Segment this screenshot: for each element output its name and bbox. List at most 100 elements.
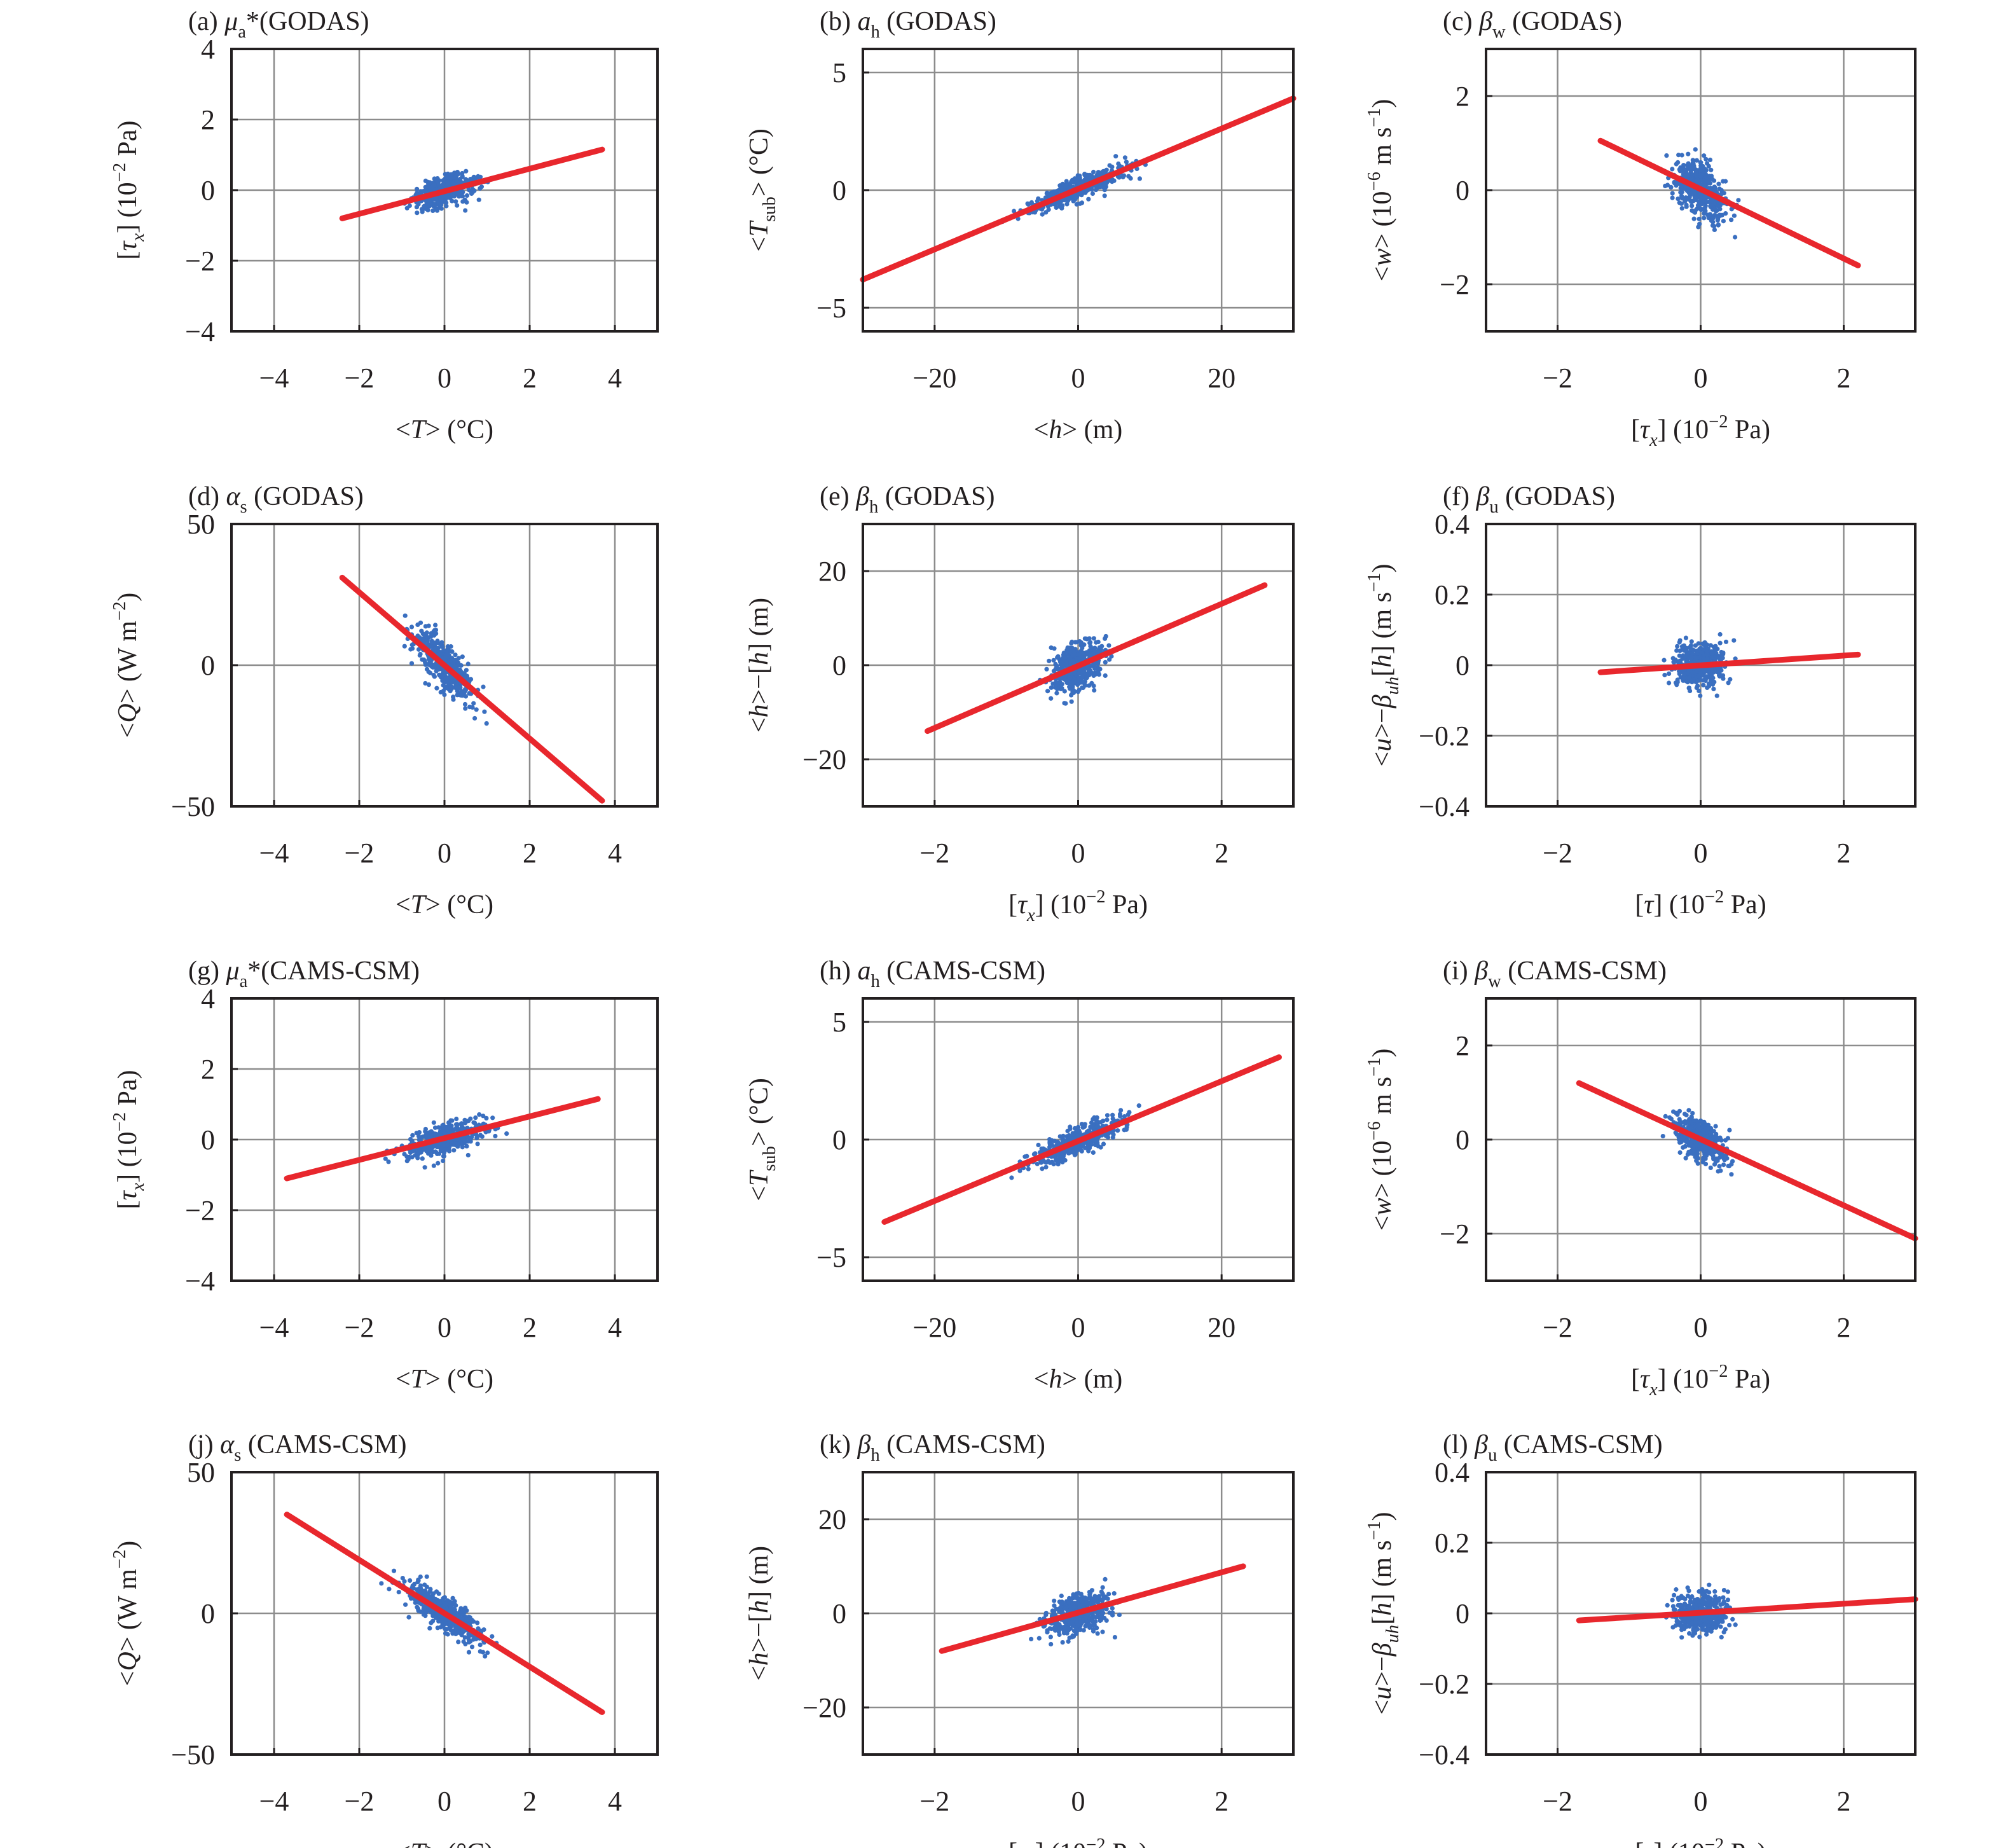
y-axis-label: <Tsub> (°C)	[745, 128, 780, 252]
label-segment: )	[1368, 1049, 1397, 1058]
data-point	[447, 659, 452, 664]
data-point	[1694, 158, 1699, 163]
label-segment: (GODAS)	[880, 7, 996, 36]
label-segment: > (°C)	[425, 1838, 493, 1848]
label-segment: )	[1368, 99, 1397, 108]
x-tick-label: 4	[608, 362, 622, 394]
label-segment: > (10	[1368, 191, 1397, 248]
data-point	[1671, 659, 1676, 665]
data-point	[462, 1121, 468, 1126]
x-tick-label: 0	[1694, 362, 1708, 394]
data-point	[1075, 689, 1080, 694]
x-tick-label: −4	[259, 1312, 289, 1343]
data-point	[418, 1583, 423, 1589]
label-segment: −1	[1365, 1058, 1384, 1077]
data-point	[1675, 680, 1680, 685]
data-point	[463, 687, 469, 693]
label-segment: <	[1368, 1216, 1397, 1231]
label-segment: −6	[1365, 172, 1384, 191]
data-point	[1061, 1631, 1066, 1636]
data-point	[453, 1603, 458, 1608]
data-point	[1047, 1145, 1052, 1150]
data-point	[1719, 188, 1724, 193]
y-axis-label: <u>−βuh[h] (m s−1)	[1365, 564, 1403, 767]
data-point	[1063, 677, 1068, 682]
data-point	[1698, 163, 1704, 168]
data-point	[441, 1154, 447, 1159]
data-point	[447, 1599, 453, 1604]
data-point	[461, 1136, 466, 1141]
data-point	[1105, 1113, 1110, 1118]
data-point	[1698, 168, 1703, 173]
data-point	[1699, 178, 1704, 183]
data-point	[415, 210, 420, 216]
data-point	[1045, 1630, 1050, 1635]
y-axis-label: <Q> (W m−2)	[110, 593, 142, 738]
data-point	[415, 633, 420, 638]
data-point	[1679, 190, 1684, 195]
data-point	[418, 1590, 423, 1595]
label-segment: [	[1631, 415, 1640, 445]
y-tick-label: 50	[187, 1457, 215, 1488]
label-segment: T	[745, 1169, 774, 1186]
data-point	[475, 1141, 480, 1147]
data-point	[478, 1643, 483, 1648]
label-segment: Pa)	[1106, 890, 1148, 920]
data-point	[1705, 652, 1710, 657]
data-point	[408, 1136, 413, 1142]
data-point	[410, 646, 415, 651]
data-point	[1110, 1606, 1115, 1611]
label-segment: <	[396, 1838, 411, 1848]
data-point	[476, 197, 481, 202]
label-segment: −6	[1365, 1121, 1384, 1140]
data-point	[1057, 1632, 1062, 1638]
label-segment: ] (10	[113, 1131, 142, 1182]
data-point	[1058, 660, 1063, 665]
data-point	[1677, 1150, 1683, 1155]
data-point	[1706, 179, 1711, 184]
data-point	[1049, 696, 1054, 701]
data-point	[449, 680, 454, 685]
label-segment: (b)	[820, 7, 857, 36]
data-point	[444, 200, 449, 205]
data-point	[1057, 201, 1063, 206]
data-point	[1717, 207, 1723, 212]
data-point	[1708, 643, 1713, 648]
data-point	[1693, 669, 1698, 674]
data-point	[1137, 176, 1142, 181]
data-point	[478, 1649, 483, 1654]
data-point	[1682, 672, 1687, 677]
data-point	[1717, 631, 1723, 637]
data-point	[456, 1137, 461, 1142]
data-point	[430, 1591, 436, 1596]
data-point	[1736, 198, 1741, 203]
data-point	[1106, 643, 1112, 648]
data-point	[452, 1607, 457, 1612]
label-segment: <	[113, 1671, 142, 1686]
data-point	[1049, 1159, 1054, 1164]
data-point	[420, 657, 425, 662]
data-point	[1703, 1154, 1708, 1159]
label-segment: [	[1008, 890, 1017, 920]
data-point	[1702, 216, 1707, 221]
x-tick-label: −2	[1543, 838, 1573, 869]
data-point	[445, 680, 450, 685]
x-tick-label: −2	[345, 1786, 375, 1817]
data-point	[1680, 646, 1685, 652]
data-point	[424, 666, 430, 672]
data-point	[1028, 201, 1033, 206]
data-point	[1698, 693, 1703, 698]
data-point	[1715, 217, 1720, 223]
data-point	[473, 1115, 478, 1121]
data-point	[1045, 689, 1050, 694]
label-segment: a	[857, 7, 871, 36]
data-point	[464, 169, 469, 174]
label-segment: (CAMS-CSM)	[241, 1430, 406, 1459]
data-point	[1113, 154, 1119, 159]
regression-line	[1576, 1080, 1918, 1241]
data-point	[452, 1599, 457, 1604]
label-segment: (e)	[820, 482, 856, 511]
data-point	[1054, 664, 1059, 669]
